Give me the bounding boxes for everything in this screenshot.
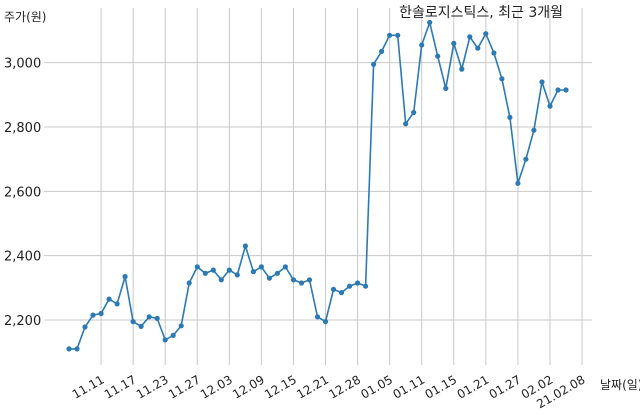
- data-point: [266, 275, 272, 281]
- data-point: [218, 277, 224, 283]
- data-point: [130, 319, 136, 325]
- x-axis-label: 날짜(일): [600, 378, 640, 392]
- data-points: [66, 19, 569, 352]
- grid-lines: [44, 8, 592, 365]
- y-axis-ticks: 2,200 2,400 2,600 2,800 3,000: [4, 57, 41, 329]
- data-point: [322, 319, 329, 325]
- x-tick-label: 11.27: [166, 372, 203, 401]
- data-point: [387, 32, 393, 38]
- x-tick-label: 12.15: [262, 372, 299, 401]
- data-point: [298, 280, 305, 286]
- x-tick-label: 01.27: [487, 372, 524, 401]
- data-point: [523, 156, 529, 162]
- x-tick-label: 12.09: [230, 372, 267, 401]
- data-point: [210, 267, 216, 273]
- data-point: [178, 323, 184, 329]
- data-point: [371, 61, 377, 67]
- data-point: [475, 45, 481, 51]
- data-point: [451, 40, 457, 47]
- data-point: [306, 277, 313, 283]
- data-point: [459, 66, 465, 72]
- data-point: [74, 346, 80, 352]
- data-point: [202, 270, 208, 276]
- y-tick-label: 2,200: [4, 314, 41, 329]
- data-point: [290, 277, 297, 283]
- data-point: [515, 180, 521, 186]
- data-point: [355, 280, 361, 286]
- data-point: [499, 76, 505, 82]
- data-point: [242, 243, 248, 249]
- data-point: [250, 269, 256, 275]
- data-point: [314, 314, 321, 320]
- data-point: [330, 286, 337, 292]
- data-point: [491, 50, 497, 56]
- x-tick-label: 11.23: [134, 372, 171, 401]
- y-tick-label: 2,400: [4, 250, 41, 265]
- x-tick-label: 12.28: [326, 372, 363, 401]
- x-tick-label: 01.15: [423, 372, 460, 401]
- data-point: [563, 87, 569, 93]
- data-point: [66, 346, 72, 352]
- data-point: [547, 103, 553, 109]
- data-point: [282, 264, 288, 270]
- data-point: [90, 312, 96, 318]
- data-point: [194, 264, 200, 270]
- data-point: [226, 267, 232, 273]
- data-point: [483, 31, 489, 37]
- series-line: [69, 19, 566, 350]
- data-point: [467, 34, 473, 40]
- data-point: [98, 310, 104, 317]
- data-point: [435, 53, 441, 59]
- data-point: [531, 127, 537, 133]
- data-point: [234, 272, 240, 278]
- y-tick-label: 2,600: [4, 185, 41, 200]
- data-point: [114, 301, 120, 307]
- data-point: [258, 264, 264, 270]
- data-point: [170, 332, 176, 338]
- data-point: [443, 85, 449, 91]
- data-point: [122, 274, 128, 280]
- data-point: [555, 87, 561, 93]
- x-tick-label: 12.03: [198, 372, 235, 401]
- data-point: [274, 270, 280, 276]
- data-point: [106, 296, 112, 302]
- data-point: [419, 42, 425, 48]
- x-tick-label: 12.21: [294, 372, 331, 401]
- x-tick-label: 11.11: [70, 372, 107, 401]
- x-tick-label: 01.21: [455, 372, 492, 401]
- data-point: [403, 121, 409, 127]
- y-axis-label: 주가(원): [4, 10, 46, 24]
- data-point: [411, 109, 417, 116]
- data-point: [338, 290, 345, 296]
- x-tick-label: 01.11: [390, 372, 427, 401]
- data-point: [186, 280, 192, 286]
- data-point: [162, 337, 168, 343]
- data-point: [146, 314, 152, 320]
- data-point: [82, 324, 88, 330]
- data-point: [395, 32, 401, 38]
- y-tick-label: 2,800: [4, 121, 41, 136]
- data-point: [427, 19, 433, 26]
- data-point: [154, 315, 160, 321]
- data-point: [138, 323, 144, 329]
- x-tick-label: 11.17: [102, 372, 139, 401]
- data-point: [507, 114, 513, 120]
- y-tick-label: 3,000: [4, 57, 41, 72]
- data-point: [379, 48, 385, 55]
- data-point: [347, 283, 353, 289]
- x-axis-ticks: 11.1111.1711.2311.2712.0312.0912.1512.21…: [70, 372, 588, 411]
- chart-title: 한솔로지스틱스, 최근 3개월: [399, 5, 563, 21]
- data-point: [363, 283, 369, 289]
- data-point: [539, 79, 545, 85]
- x-tick-label: 01.05: [358, 372, 395, 401]
